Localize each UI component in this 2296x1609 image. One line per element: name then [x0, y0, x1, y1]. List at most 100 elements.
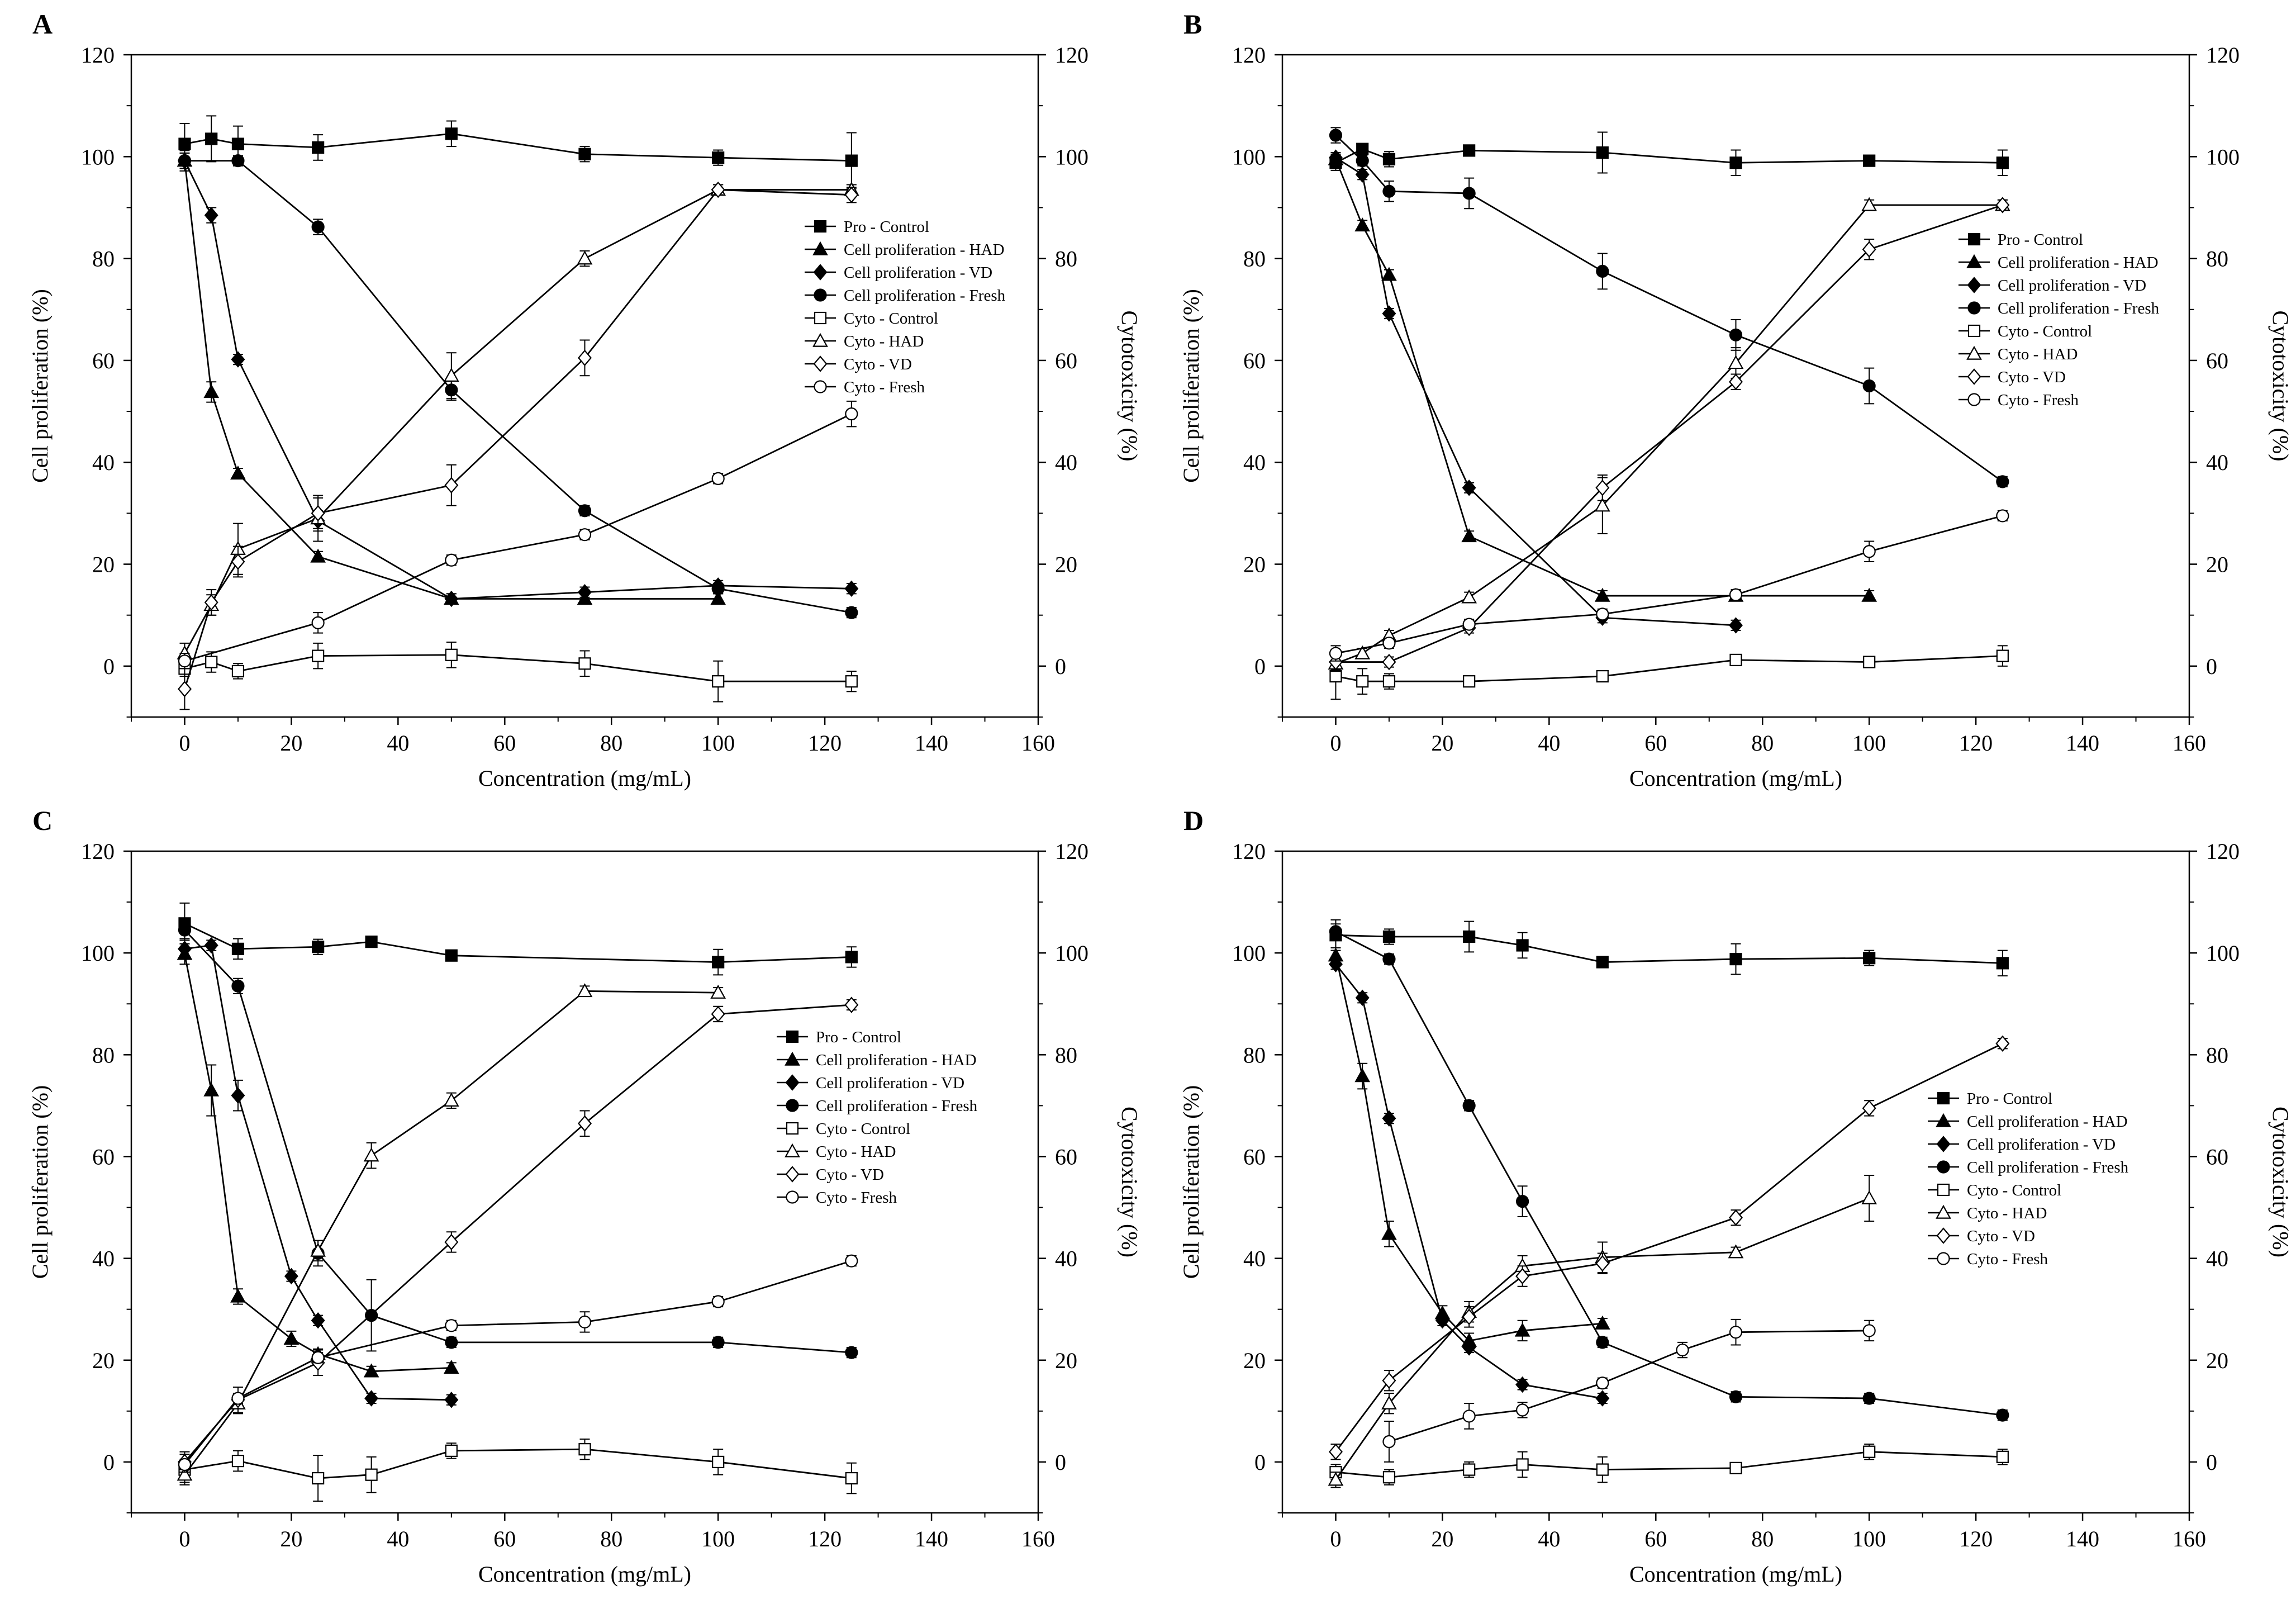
data-point	[1462, 480, 1476, 496]
data-point	[1595, 1390, 1610, 1407]
legend-entry: Cell proliferation - HAD	[844, 241, 1005, 259]
legend-entry: Cell proliferation - HAD	[1998, 254, 2159, 272]
data-point	[1862, 1392, 1876, 1405]
data-point	[445, 949, 458, 962]
series-cyto-control	[1329, 1444, 2009, 1485]
data-point	[845, 407, 858, 421]
x-tick-label: 80	[1751, 730, 1774, 756]
x-tick-label: 160	[2173, 1526, 2206, 1551]
legend-marker	[812, 241, 828, 255]
data-point	[1729, 1461, 1742, 1474]
y-axis-label: Cell proliferation (%)	[27, 1085, 53, 1279]
x-tick-label: 40	[1538, 1526, 1560, 1551]
x-tick-label: 120	[808, 1526, 842, 1551]
data-point	[231, 1392, 245, 1405]
legend-marker	[814, 288, 827, 302]
y-tick-label: 20	[92, 1348, 115, 1373]
data-point	[231, 942, 245, 955]
data-point	[1356, 154, 1369, 168]
series-line	[1335, 934, 2003, 964]
x-tick-label: 80	[1751, 1526, 1774, 1551]
data-point	[578, 349, 592, 367]
y-tick-label: 100	[81, 144, 115, 169]
data-point	[312, 649, 325, 662]
x-tick-label: 100	[701, 1526, 735, 1551]
legend-marker	[1937, 1183, 1950, 1197]
data-point	[1356, 675, 1369, 688]
data-point	[1329, 129, 1343, 142]
series-cyto-fresh	[1382, 1318, 1876, 1463]
data-point	[1516, 1458, 1529, 1471]
legend-entry: Cyto - VD	[816, 1166, 884, 1184]
data-point	[1863, 656, 1876, 668]
y-tick-label: 120	[1232, 839, 1266, 864]
data-point	[1728, 355, 1744, 369]
data-point	[844, 580, 859, 597]
legend-marker	[814, 220, 827, 233]
data-point	[1462, 1099, 1476, 1112]
series-cell-proliferation-had	[1328, 947, 1610, 1349]
y2-tick-label: 60	[1055, 1144, 1077, 1169]
data-point	[1594, 497, 1610, 512]
legend-marker	[813, 355, 828, 372]
data-point	[1462, 1308, 1476, 1326]
panel-letter: D	[1183, 805, 1204, 836]
data-point	[1516, 1403, 1529, 1417]
x-tick-label: 20	[1431, 1526, 1453, 1551]
y2-axis-label: Cytotoxicity (%)	[1117, 1107, 1142, 1257]
data-point	[1329, 670, 1342, 683]
y-axis-label: Cell proliferation (%)	[1178, 1085, 1204, 1279]
data-point	[443, 1093, 459, 1107]
data-point	[230, 1288, 246, 1303]
data-point	[445, 553, 458, 567]
y-axis-label: Cell proliferation (%)	[1178, 289, 1204, 483]
data-point	[1862, 241, 1876, 258]
data-point	[178, 154, 192, 168]
y-tick-label: 120	[1232, 42, 1266, 68]
legend-marker	[1967, 232, 1981, 246]
series-cell-proliferation-fresh	[178, 919, 858, 1359]
series-line	[184, 1448, 852, 1479]
legend-marker	[786, 1190, 799, 1204]
data-point	[1676, 1343, 1689, 1357]
y2-tick-label: 100	[1055, 144, 1088, 169]
legend-marker	[1967, 368, 1981, 385]
data-point	[1328, 149, 1343, 166]
x-tick-label: 60	[1644, 730, 1667, 756]
data-point	[364, 1390, 379, 1407]
y-tick-label: 100	[81, 941, 115, 966]
x-tick-label: 160	[1021, 730, 1055, 756]
series-line	[1335, 204, 2003, 665]
data-point	[1462, 618, 1476, 631]
data-point	[178, 137, 191, 150]
series-cell-proliferation-had	[177, 943, 459, 1378]
data-point	[578, 1443, 591, 1456]
legend-marker	[1967, 277, 1981, 293]
data-point	[177, 941, 192, 957]
legend-entry: Cell proliferation - Fresh	[844, 287, 1006, 305]
y-tick-label: 40	[92, 1246, 115, 1271]
series-line	[184, 944, 451, 1401]
data-point	[845, 1472, 858, 1485]
series-line	[1335, 148, 2003, 164]
data-point	[1382, 653, 1396, 671]
legend-entry: Cyto - Control	[1998, 322, 2092, 340]
x-tick-label: 0	[1330, 730, 1341, 756]
data-point	[1381, 1226, 1397, 1240]
y-tick-label: 40	[1243, 1246, 1266, 1271]
legend-marker	[786, 1099, 799, 1112]
series-line	[184, 1260, 852, 1465]
x-tick-label: 80	[600, 730, 622, 756]
legend-marker	[1966, 345, 1982, 360]
series-cell-proliferation-fresh	[1329, 127, 2009, 488]
data-point	[1329, 647, 1343, 660]
y-tick-label: 0	[103, 1450, 115, 1475]
series-line	[1335, 655, 2003, 682]
data-point	[205, 132, 218, 145]
x-tick-label: 20	[280, 730, 302, 756]
data-point	[1995, 1035, 2010, 1052]
y2-tick-label: 80	[1055, 246, 1077, 272]
y2-tick-label: 20	[1055, 1348, 1077, 1373]
data-point	[1996, 156, 2009, 169]
